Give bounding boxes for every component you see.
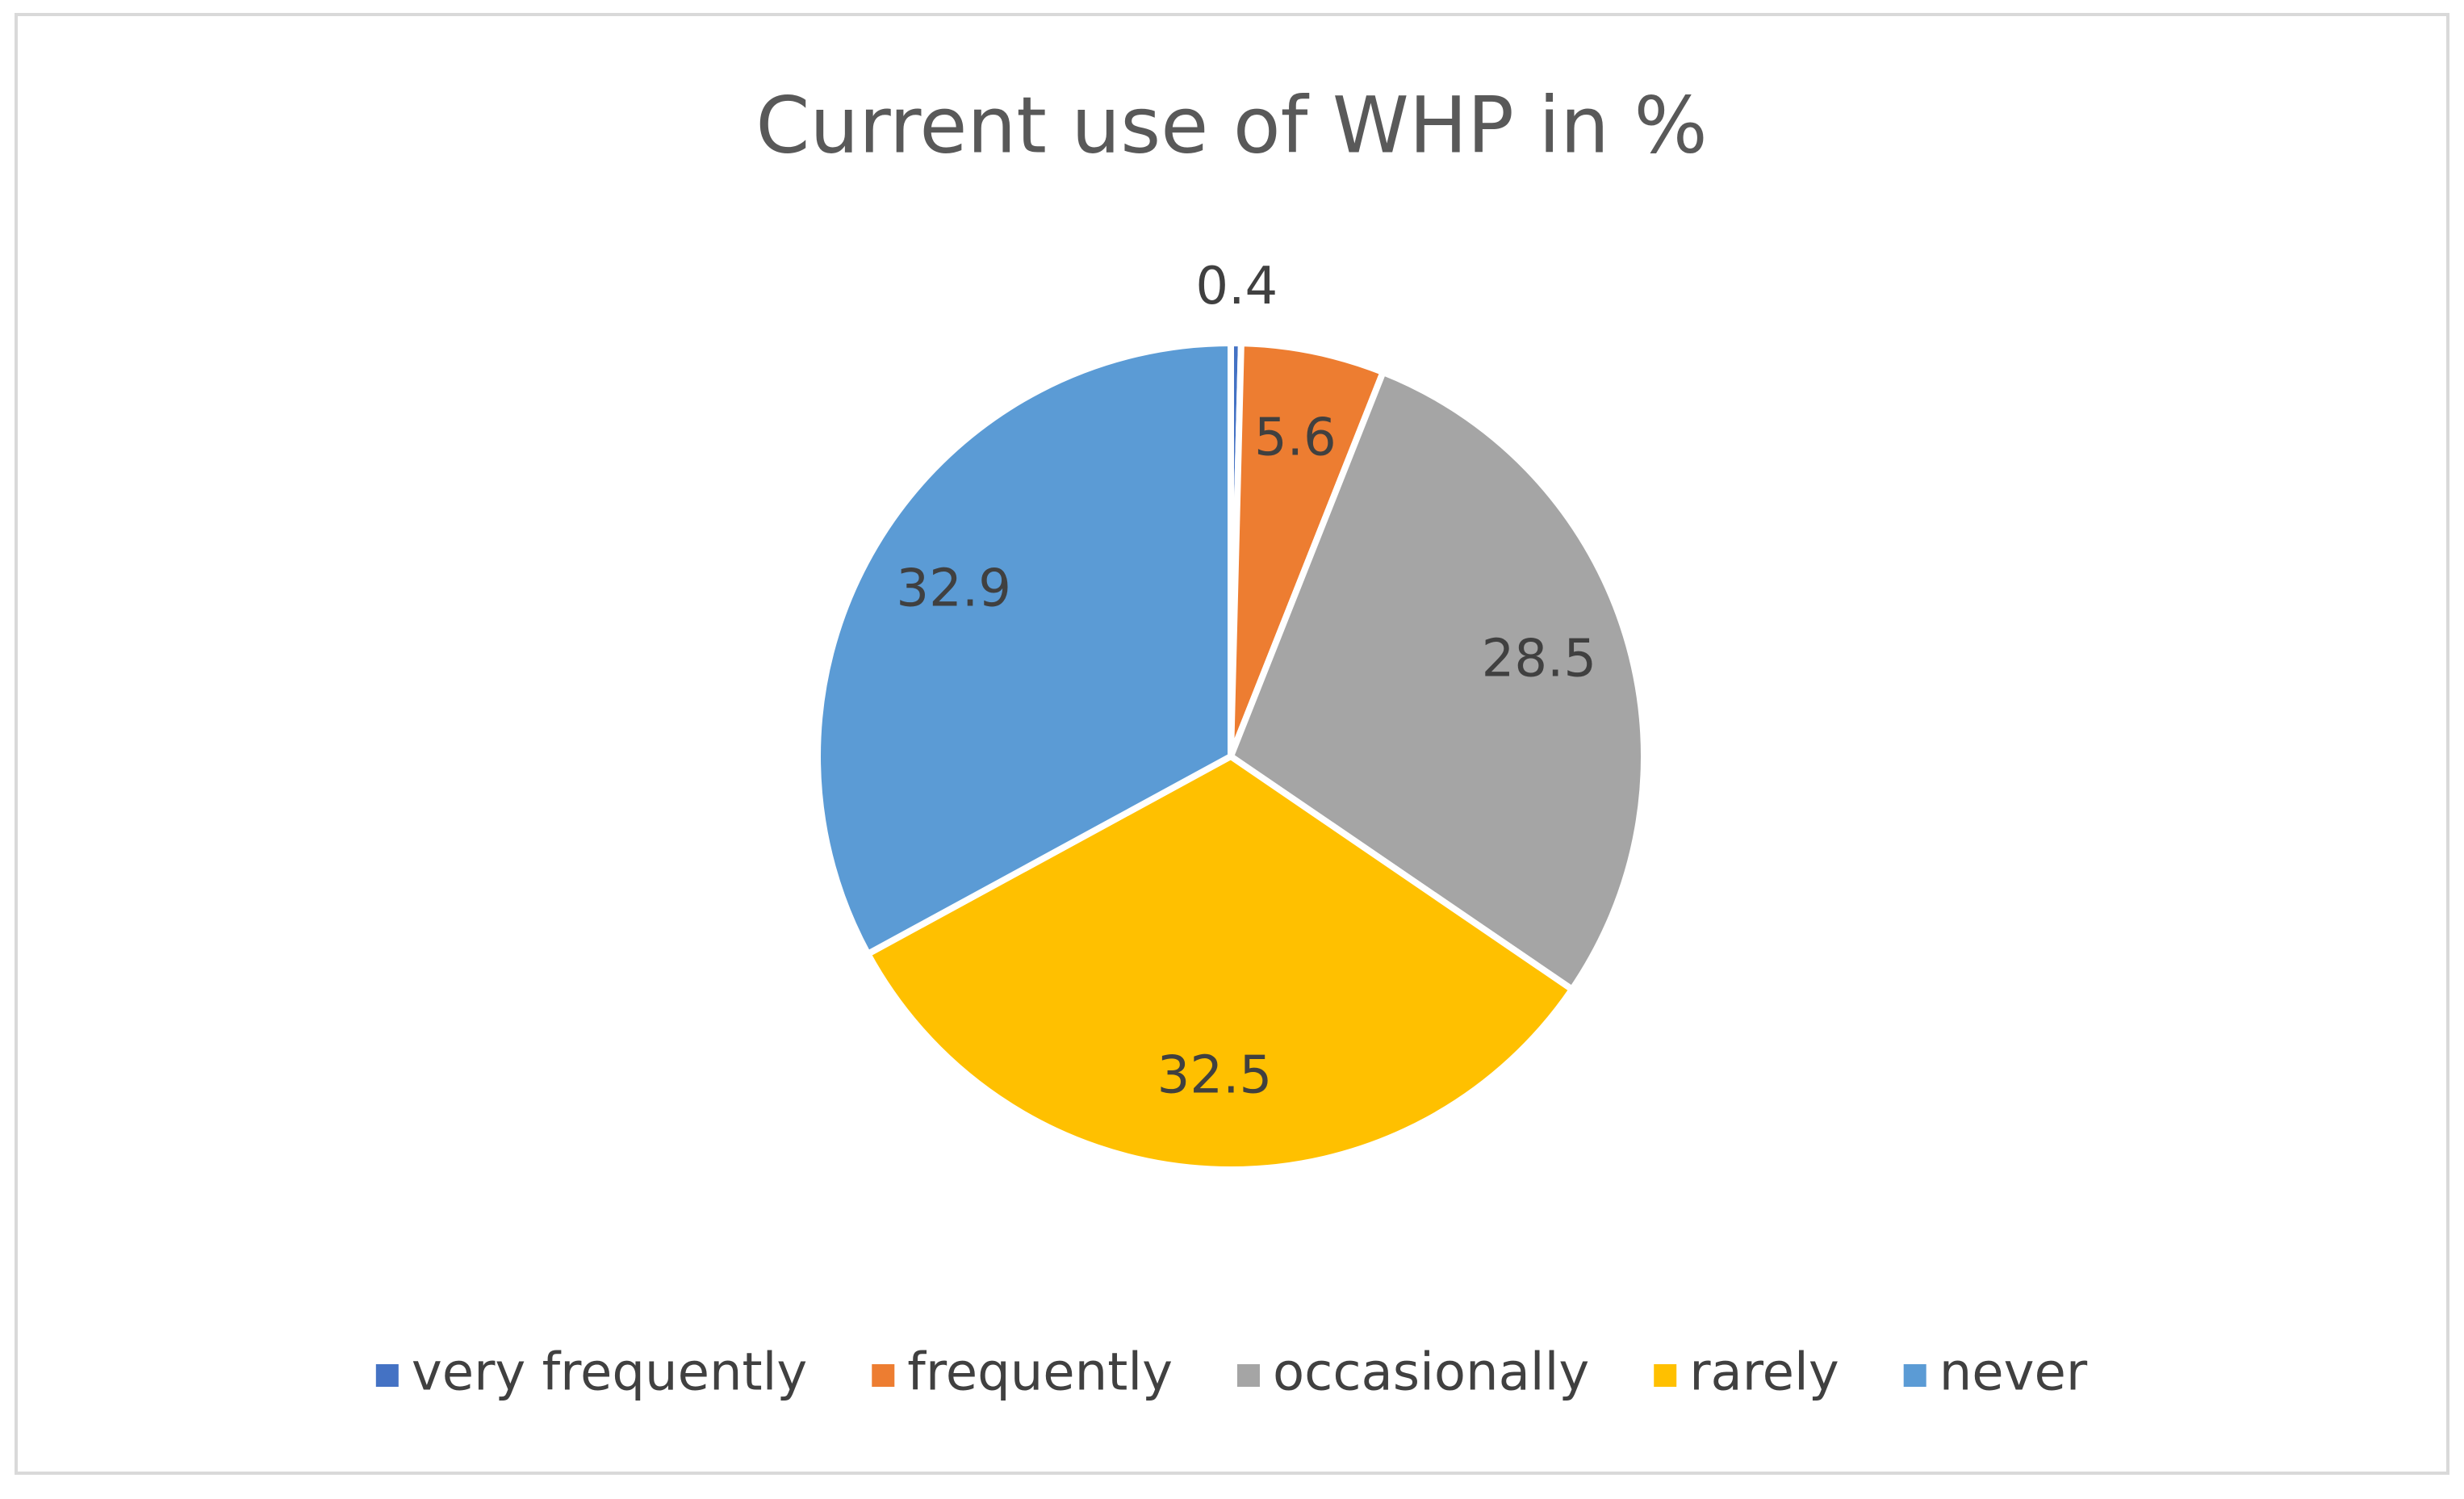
data-label: 0.4 <box>1195 257 1278 316</box>
legend-label: never <box>1939 1343 2088 1403</box>
legend-label: very frequently <box>412 1343 807 1403</box>
pie-slice <box>1227 367 1647 994</box>
data-label: 28.5 <box>1482 630 1597 689</box>
legend-swatch <box>872 1364 895 1387</box>
legend-swatch <box>1654 1364 1677 1387</box>
data-label: 32.9 <box>896 559 1011 619</box>
data-label: 32.5 <box>1157 1045 1273 1105</box>
data-label: 5.6 <box>1254 408 1337 467</box>
legend-swatch <box>1236 1364 1260 1387</box>
pie-slice <box>814 339 1234 959</box>
legend-swatch <box>1903 1364 1926 1387</box>
legend-label: occasionally <box>1273 1343 1589 1403</box>
legend-label: rarely <box>1689 1343 1839 1403</box>
chart-title: Current use of WHP in % <box>755 80 1707 170</box>
legend-swatch <box>375 1364 399 1387</box>
legend-label: frequently <box>907 1343 1173 1403</box>
